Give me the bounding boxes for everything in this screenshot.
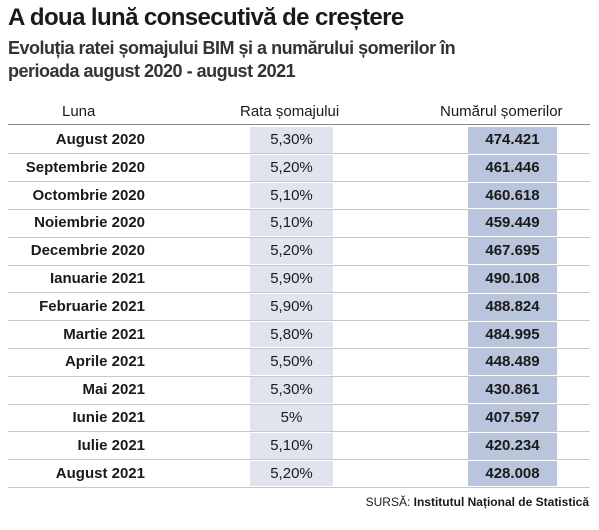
column-header: Numărul șomerilor — [440, 103, 563, 120]
cell-shade — [250, 321, 333, 348]
title: A doua lună consecutivă de creștere — [8, 4, 404, 31]
cell-shade — [468, 377, 557, 403]
cell-shade — [468, 405, 557, 431]
subtitle: Evoluția ratei șomajului BIM și a număru… — [8, 38, 456, 58]
rate-cell: 5,10% — [270, 436, 313, 454]
cell-shade — [468, 321, 557, 348]
cell-shade — [468, 210, 557, 237]
rate-cell: 5,50% — [270, 353, 313, 371]
cell-shade — [250, 349, 333, 376]
count-cell: 448.489 — [485, 353, 540, 371]
month-cell: Februarie 2021 — [39, 297, 145, 315]
cell-shade — [250, 266, 333, 292]
rate-cell: 5,90% — [270, 297, 313, 315]
row-rule — [8, 292, 590, 294]
cell-shade — [468, 349, 557, 376]
rate-cell: 5,10% — [270, 186, 313, 204]
count-cell: 430.861 — [485, 381, 540, 399]
month-cell: Aprile 2021 — [64, 353, 145, 371]
cell-shade — [250, 460, 333, 487]
column-header: Rata șomajului — [240, 103, 340, 120]
cell-shade — [250, 127, 333, 153]
count-cell: 488.824 — [485, 297, 540, 315]
row-rule — [8, 486, 590, 488]
cell-shade — [250, 238, 333, 264]
cell-shade — [250, 210, 333, 237]
cell-shade — [250, 182, 333, 209]
cell-shade — [468, 432, 557, 459]
count-cell: 428.008 — [485, 464, 540, 482]
cell-shade — [250, 293, 333, 320]
rate-cell: 5,30% — [270, 131, 313, 148]
count-cell: 461.446 — [485, 158, 540, 176]
row-rule — [8, 347, 590, 349]
rate-cell: 5,90% — [270, 270, 313, 287]
row-rule — [8, 153, 590, 155]
cell-shade — [468, 460, 557, 487]
source-label: SURSĂ: — [365, 495, 411, 509]
month-cell: August 2020 — [55, 131, 145, 148]
rate-cell: 5,20% — [270, 242, 313, 260]
cell-shade — [468, 127, 557, 153]
month-cell: Decembrie 2020 — [30, 242, 145, 260]
rate-cell: 5,80% — [270, 325, 313, 343]
subtitle: perioada august 2020 - august 2021 — [8, 61, 296, 81]
column-header: Luna — [62, 103, 96, 120]
cell-shade — [250, 405, 333, 431]
row-rule — [8, 320, 590, 322]
cell-shade — [468, 266, 557, 292]
count-cell: 407.597 — [485, 409, 540, 426]
month-cell: Noiembrie 2020 — [34, 214, 145, 232]
cell-shade — [468, 238, 557, 264]
count-cell: 460.618 — [485, 186, 540, 204]
month-cell: Mai 2021 — [82, 381, 145, 399]
header-rule — [8, 124, 590, 125]
count-cell: 484.995 — [485, 325, 540, 343]
row-rule — [8, 431, 590, 433]
month-cell: Iunie 2021 — [72, 409, 145, 426]
cell-shade — [250, 154, 333, 181]
rate-cell: 5% — [280, 409, 303, 426]
month-cell: Ianuarie 2021 — [49, 270, 145, 287]
rate-cell: 5,30% — [270, 381, 313, 399]
cell-shade — [468, 182, 557, 209]
rate-cell: 5,20% — [270, 464, 313, 482]
row-rule — [8, 181, 590, 183]
count-cell: 474.421 — [485, 131, 540, 148]
cell-shade — [468, 154, 557, 181]
count-cell: 467.695 — [485, 242, 540, 260]
source-text: Institutul Național de Statistică — [413, 495, 589, 509]
cell-shade — [250, 377, 333, 403]
source: SURSĂ: Institutul Național de Statistică — [366, 495, 589, 509]
month-cell: Septembrie 2020 — [25, 158, 145, 176]
rate-cell: 5,10% — [270, 214, 313, 232]
month-cell: Octombrie 2020 — [32, 186, 145, 204]
cell-shade — [250, 432, 333, 459]
rate-cell: 5,20% — [270, 158, 313, 176]
row-rule — [8, 264, 590, 266]
cell-shade — [468, 293, 557, 320]
row-rule — [8, 403, 590, 405]
month-cell: August 2021 — [55, 464, 145, 482]
row-rule — [8, 375, 590, 377]
count-cell: 490.108 — [485, 270, 540, 287]
month-cell: Martie 2021 — [63, 325, 145, 343]
count-cell: 420.234 — [485, 436, 540, 454]
row-rule — [8, 459, 590, 461]
month-cell: Iulie 2021 — [77, 436, 145, 454]
row-rule — [8, 236, 590, 238]
row-rule — [8, 208, 590, 210]
count-cell: 459.449 — [485, 214, 540, 232]
